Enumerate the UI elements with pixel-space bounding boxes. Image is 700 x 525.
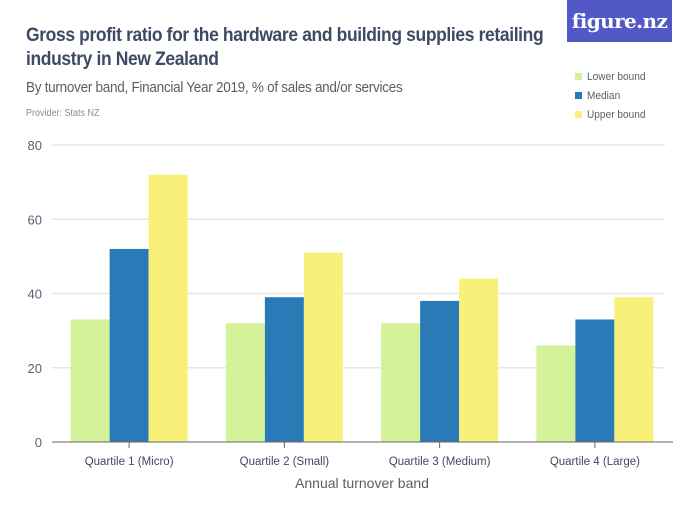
legend-swatch-lower-bound xyxy=(575,73,582,80)
legend-label: Upper bound xyxy=(587,108,646,121)
provider-credit: Provider: Stats NZ xyxy=(26,108,100,119)
bar-upper-bound[interactable] xyxy=(303,252,343,442)
legend-label: Median xyxy=(587,89,621,102)
bar-lower-bound[interactable] xyxy=(225,323,265,442)
bar-upper-bound[interactable] xyxy=(148,174,188,442)
x-tick-label: Quartile 4 (Large) xyxy=(550,456,640,468)
legend-item-lower-bound[interactable]: Lower bound xyxy=(575,67,651,86)
y-tick-label: 20 xyxy=(28,361,42,376)
bar-lower-bound[interactable] xyxy=(70,319,110,442)
y-tick-label: 0 xyxy=(35,435,42,450)
x-axis-title: Annual turnover band xyxy=(295,475,429,491)
x-tick-label: Quartile 2 (Small) xyxy=(240,456,330,468)
bar-median[interactable] xyxy=(575,319,615,442)
y-tick-label: 60 xyxy=(28,212,42,227)
y-axis-ticks: 0 20 40 60 80 xyxy=(28,138,42,450)
bar-lower-bound[interactable] xyxy=(536,345,576,442)
bar-lower-bound[interactable] xyxy=(381,323,421,442)
figure-nz-logo[interactable]: figure.nz xyxy=(567,0,672,42)
bar-median[interactable] xyxy=(420,300,460,442)
x-tick-label: Quartile 3 (Medium) xyxy=(389,456,491,468)
y-tick-label: 40 xyxy=(28,287,42,302)
legend-label: Lower bound xyxy=(587,70,646,83)
chart-legend: Lower bound Median Upper bound xyxy=(575,67,651,124)
chart-title: Gross profit ratio for the hardware and … xyxy=(26,25,544,70)
legend-item-upper-bound[interactable]: Upper bound xyxy=(575,105,651,124)
legend-swatch-median xyxy=(575,92,582,99)
logo-text: figure.nz xyxy=(571,9,668,33)
legend-swatch-upper-bound xyxy=(575,111,582,118)
bar-upper-bound[interactable] xyxy=(459,278,499,442)
bar-median[interactable] xyxy=(109,248,149,442)
bars xyxy=(70,174,654,442)
y-tick-label: 80 xyxy=(28,138,42,153)
bar-upper-bound[interactable] xyxy=(614,297,654,442)
bar-median[interactable] xyxy=(264,297,304,442)
x-axis: Quartile 1 (Micro) Quartile 2 (Small) Quar… xyxy=(52,441,673,468)
legend-item-median[interactable]: Median xyxy=(575,86,651,105)
x-tick-label: Quartile 1 (Micro) xyxy=(85,456,174,468)
chart-subtitle: By turnover band, Financial Year 2019, %… xyxy=(26,79,403,96)
